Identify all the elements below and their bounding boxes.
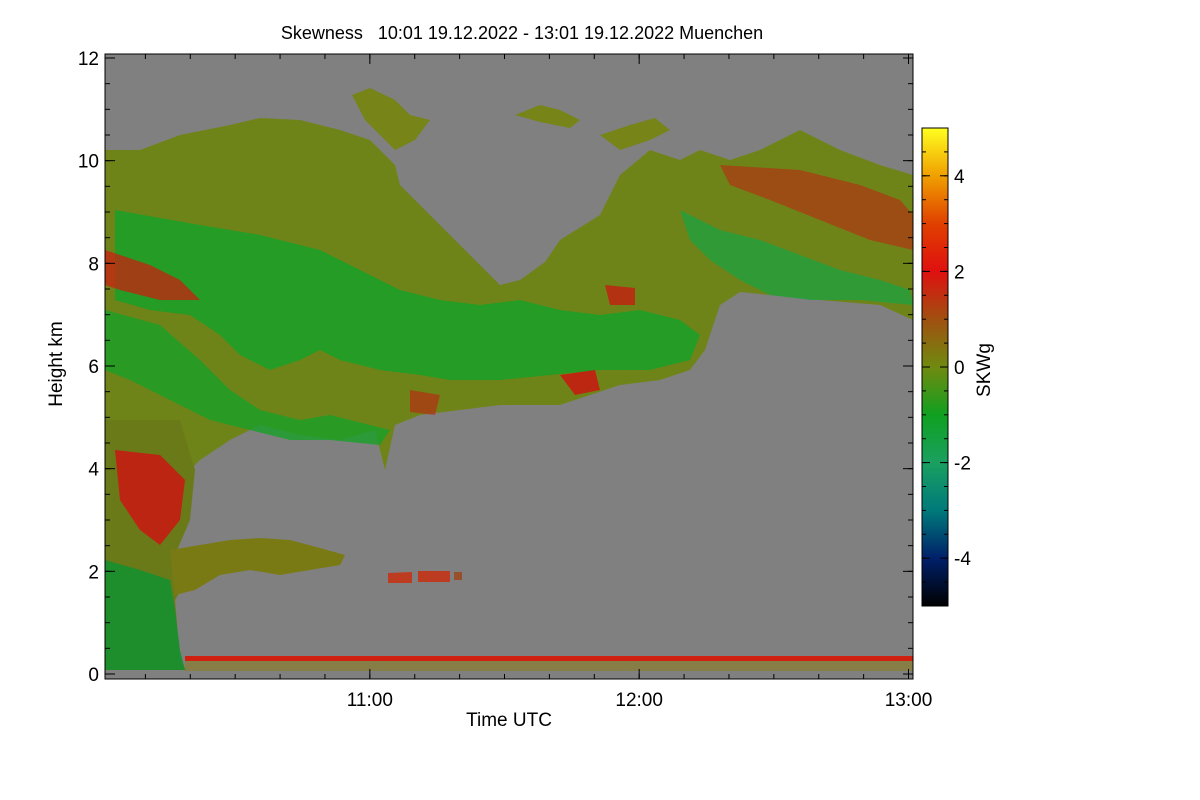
- y-tick-label: 8: [88, 254, 99, 275]
- colorbar-tick-label: 0: [954, 358, 965, 379]
- x-tick-label: 13:00: [885, 690, 933, 711]
- y-tick-label: 4: [88, 460, 99, 481]
- y-tick-label: 6: [88, 357, 99, 378]
- y-tick-label: 12: [78, 49, 99, 70]
- positive-skewness-region: [115, 450, 185, 545]
- negative-skewness-region: [105, 310, 390, 445]
- y-axis-label: Height km: [46, 321, 67, 407]
- colorbar-tick-label: -4: [954, 549, 971, 570]
- negative-skewness-region: [105, 560, 185, 670]
- colorbar-tick-label: 2: [954, 262, 965, 283]
- colorbar-tick-label: -2: [954, 454, 971, 475]
- negative-skewness-region: [115, 210, 700, 380]
- x-tick-label: 12:00: [615, 690, 663, 711]
- lower-cloud-layer: [170, 538, 345, 595]
- x-axis: 11:00 12:00 13:00: [144, 54, 933, 711]
- ground-clutter: [185, 661, 913, 671]
- negative-skewness-region: [680, 210, 913, 305]
- x-axis-label: Time UTC: [466, 710, 552, 731]
- y-tick-label: 10: [78, 152, 99, 173]
- positive-skewness-region: [410, 390, 440, 415]
- y-axis: 0 2 4 6 8 10 12: [78, 49, 913, 686]
- cirrus-fragment: [515, 105, 580, 128]
- positive-skewness-region: [605, 285, 635, 305]
- colorbar-axis: -4 -2 0 2 4: [922, 127, 971, 607]
- positive-skewness-region: [720, 165, 913, 250]
- colorbar-label: SKWg: [974, 343, 995, 397]
- positive-skewness-region: [105, 250, 200, 300]
- y-tick-label: 2: [88, 562, 99, 583]
- cirrus-fragment: [352, 88, 430, 150]
- lower-cloud-layer: [388, 572, 412, 583]
- x-tick-label: 11:00: [347, 690, 393, 711]
- lower-cloud-layer: [454, 572, 462, 580]
- plot-area: [105, 54, 913, 679]
- y-tick-label: 0: [88, 665, 99, 686]
- lower-cloud-layer: [418, 571, 450, 582]
- upper-cloud-layer: [105, 118, 913, 470]
- chart-title: Skewness 10:01 19.12.2022 - 13:01 19.12.…: [281, 23, 763, 43]
- near-surface-line: [185, 656, 913, 661]
- colorbar-tick-label: 4: [954, 167, 965, 188]
- positive-skewness-region: [560, 370, 600, 395]
- cirrus-fragment: [600, 118, 670, 150]
